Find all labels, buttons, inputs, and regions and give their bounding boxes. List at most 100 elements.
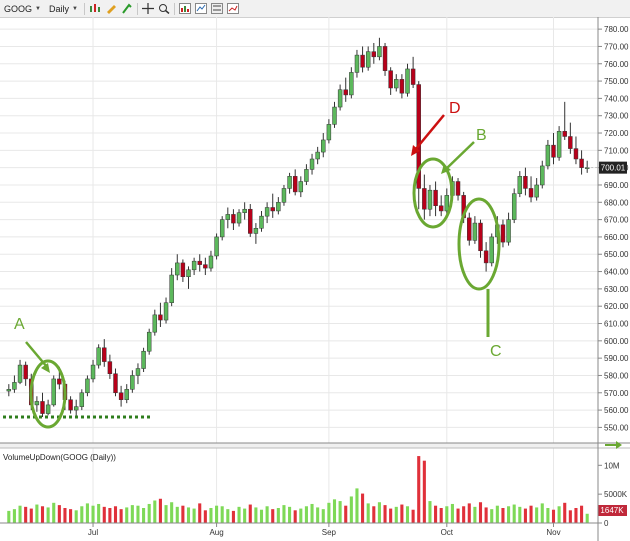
volume-bar — [366, 503, 370, 523]
volume-bar — [57, 505, 61, 523]
volume-bar — [181, 505, 185, 523]
candle-body — [562, 131, 567, 137]
volume-bar — [473, 506, 477, 523]
volume-bar — [158, 498, 162, 523]
candle-body — [73, 406, 79, 411]
volume-bar — [7, 510, 11, 523]
annotation-a: A — [14, 316, 67, 429]
volume-bar — [102, 506, 106, 523]
volume-bar — [220, 506, 224, 523]
candle-body — [203, 264, 208, 269]
annotation-a-ellipse — [29, 359, 67, 429]
volume-bar — [203, 510, 207, 523]
bar-chart-icon[interactable] — [178, 3, 191, 14]
y-tick-label: 560.00 — [604, 406, 629, 415]
y-tick-label: 770.00 — [604, 42, 629, 51]
candle-body — [405, 68, 410, 94]
y-tick-label: 690.00 — [604, 181, 629, 190]
volume-bar-series — [7, 456, 589, 523]
volume-bar — [551, 509, 556, 523]
volume-bar — [29, 508, 33, 523]
y-tick-label: 650.00 — [604, 250, 629, 259]
candle-body — [511, 193, 517, 220]
volume-bar — [186, 507, 191, 523]
indicator-icon[interactable] — [194, 3, 207, 14]
x-tick-label: Nov — [546, 528, 560, 537]
candle-body — [422, 188, 427, 210]
candle-body — [472, 222, 478, 241]
candle-body — [197, 260, 202, 265]
volume-bar — [411, 509, 415, 523]
volume-bar — [12, 509, 16, 523]
volume-bar — [332, 499, 337, 523]
volume-bar — [478, 502, 483, 523]
annotation-b-arrowhead — [441, 164, 451, 174]
y-tick-label: 680.00 — [604, 198, 629, 207]
chart-area: 550.00 560.00 570.00 580.00 590.00 600.00 610.… — [0, 17, 630, 541]
candle-body — [6, 389, 12, 392]
x-axis: JulAugSepOctNovDec — [88, 523, 561, 537]
candlestick-series — [6, 37, 598, 418]
volume-bar — [563, 502, 567, 523]
candle-body — [242, 208, 247, 213]
candle-body — [219, 219, 225, 238]
candle-body — [264, 207, 270, 217]
volume-bar — [259, 509, 264, 523]
candle-body — [57, 378, 62, 385]
annotation-a-arrow — [25, 341, 48, 368]
volume-bar — [243, 508, 247, 523]
candle-body — [332, 106, 337, 125]
volume-bar — [198, 503, 202, 523]
candle-body — [517, 176, 523, 194]
volume-bar — [428, 501, 432, 523]
volume-bar — [372, 506, 376, 523]
crosshair-icon[interactable] — [141, 3, 154, 14]
toolbar-divider — [173, 2, 175, 15]
volume-bar — [113, 506, 118, 523]
chart-style-icon[interactable] — [89, 3, 101, 14]
candle-body — [51, 378, 56, 406]
y-tick-label: 670.00 — [604, 216, 629, 225]
zoom-icon[interactable] — [158, 3, 170, 15]
candle-body — [523, 176, 528, 189]
candle-body — [534, 184, 539, 198]
candle-body — [236, 212, 242, 224]
candle-body — [186, 269, 191, 278]
template-icon[interactable] — [210, 3, 223, 14]
candle-body — [545, 144, 551, 167]
vol-y-tick-label: 5000K — [604, 490, 628, 499]
pane-separator[interactable] — [0, 443, 598, 448]
candle-body — [208, 255, 214, 269]
volume-bar — [422, 460, 426, 523]
volume-bar — [125, 507, 129, 523]
candle-body — [292, 176, 298, 193]
candle-body — [399, 79, 405, 94]
candle-body — [410, 68, 416, 85]
x-tick-label: Oct — [441, 528, 454, 537]
candle-body — [45, 404, 51, 414]
candle-body — [23, 364, 28, 380]
symbol-selector[interactable]: GOOG ▼ — [0, 1, 45, 16]
annotation-pin-icon[interactable] — [121, 3, 133, 14]
volume-bar — [276, 508, 280, 523]
volume-last-tag: 1647K — [598, 505, 627, 516]
annotation-a-arrowhead — [41, 363, 50, 373]
candle-body — [360, 54, 365, 68]
candle-body — [500, 224, 506, 243]
candle-body — [455, 181, 461, 196]
volume-bar — [523, 508, 527, 523]
candle-body — [326, 124, 332, 141]
volume-bar — [490, 509, 494, 523]
volume-bar — [175, 506, 179, 523]
layout-icon[interactable] — [226, 3, 239, 14]
interval-selector[interactable]: Daily ▼ — [45, 1, 82, 16]
annotation-d: D — [411, 100, 461, 156]
candle-body — [180, 262, 186, 278]
pane-resize-arrow-icon[interactable] — [605, 441, 622, 449]
candle-body — [146, 331, 152, 352]
volume-bar — [119, 509, 123, 523]
y-tick-label: 550.00 — [604, 423, 629, 432]
draw-pencil-icon[interactable] — [105, 3, 117, 14]
volume-bar — [321, 509, 325, 523]
candle-body — [79, 392, 85, 407]
